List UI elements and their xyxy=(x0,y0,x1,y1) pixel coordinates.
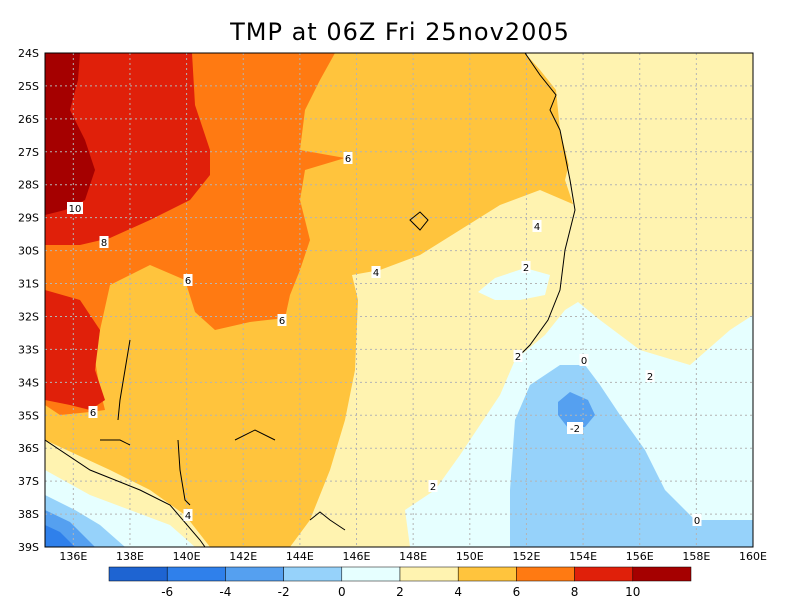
lon-label: 136E xyxy=(59,550,87,563)
contour-label: 6 xyxy=(279,316,285,327)
colorbar-label: -6 xyxy=(161,585,173,599)
contour-label-bg xyxy=(532,220,542,232)
colorbar-swatch xyxy=(632,566,692,582)
colorbar-swatch xyxy=(457,566,517,582)
contour-label: 2 xyxy=(430,482,436,493)
contour-label-bg xyxy=(567,422,583,434)
contour-label: -2 xyxy=(570,424,580,435)
contour-label: 6 xyxy=(345,154,351,165)
lat-label: 32S xyxy=(18,310,39,323)
lat-label: 24S xyxy=(18,47,39,60)
contour-label-bg xyxy=(428,480,438,492)
contour-label-bg xyxy=(183,274,193,286)
lon-label: 148E xyxy=(399,550,427,563)
map-title: TMP at 06Z Fri 25nov2005 xyxy=(230,18,570,46)
longitude-labels: 136E 138E 140E 142E 144E 146E 148E 150E 152E 154E… xyxy=(59,550,767,563)
band-0-2-blob xyxy=(478,268,550,300)
contour-label: 2 xyxy=(647,372,653,383)
band-neg4-neg2 xyxy=(558,392,595,428)
lat-label: 39S xyxy=(18,541,39,554)
lon-label: 156E xyxy=(626,550,654,563)
contour-label: 6 xyxy=(90,408,96,419)
contour-label: 8 xyxy=(101,238,107,249)
lon-label: 160E xyxy=(739,550,767,563)
colorbar: -6 -4 -2 0 2 4 6 8 10 xyxy=(108,566,692,599)
lat-label: 36S xyxy=(18,442,39,455)
band-8-10-sw xyxy=(45,290,105,410)
lon-label: 158E xyxy=(682,550,710,563)
colorbar-label: 6 xyxy=(513,585,521,599)
contour-label: 4 xyxy=(373,268,379,279)
lon-label: 152E xyxy=(512,550,540,563)
filled-contours xyxy=(45,53,753,547)
plot-frame xyxy=(44,52,754,548)
lat-label: 35S xyxy=(18,409,39,422)
contour-labels: 10 8 6 6 6 6 4 4 4 2 2 2 2 0 0 -2 xyxy=(67,152,702,527)
contour-label-bg xyxy=(513,350,523,362)
lat-label: 34S xyxy=(18,376,39,389)
contour-label-bg xyxy=(67,202,83,214)
lat-label: 29S xyxy=(18,212,39,225)
contour-label-bg xyxy=(521,261,531,273)
lat-label: 28S xyxy=(18,179,39,192)
lat-label: 38S xyxy=(18,508,39,521)
colorbar-label: -4 xyxy=(219,585,231,599)
contour-label: 10 xyxy=(69,204,82,215)
colorbar-swatch xyxy=(516,566,575,582)
band-8-10 xyxy=(45,53,210,245)
contour-label: 2 xyxy=(515,352,521,363)
colorbar-swatch xyxy=(108,566,168,582)
lat-label: 27S xyxy=(18,146,39,159)
colorbar-swatch xyxy=(283,566,343,582)
contour-label: 0 xyxy=(581,356,587,367)
band-gt-10 xyxy=(45,53,95,215)
lat-label: 25S xyxy=(18,80,39,93)
contour-label-bg xyxy=(183,509,193,521)
contour-label-bg xyxy=(277,314,287,326)
lat-label: 37S xyxy=(18,475,39,488)
colorbar-swatch xyxy=(225,566,284,582)
lat-label: 31S xyxy=(18,278,39,291)
colorbar-label: 10 xyxy=(625,585,640,599)
lat-label: 26S xyxy=(18,113,39,126)
grid-lines xyxy=(45,53,753,547)
lon-label: 150E xyxy=(456,550,484,563)
contour-label: 4 xyxy=(185,511,191,522)
colorbar-label: 8 xyxy=(571,585,579,599)
colorbar-label: 4 xyxy=(454,585,462,599)
band-neg6-neg4-sw xyxy=(45,525,75,547)
lat-label: 33S xyxy=(18,343,39,356)
lon-label: 144E xyxy=(286,550,314,563)
contour-label: 6 xyxy=(185,276,191,287)
lat-label: 30S xyxy=(18,245,39,258)
contour-label: 0 xyxy=(694,516,700,527)
colorbar-label: 0 xyxy=(338,585,346,599)
contour-label-bg xyxy=(579,354,589,366)
colorbar-label: -2 xyxy=(278,585,290,599)
colorbar-swatch xyxy=(574,566,634,582)
lon-label: 138E xyxy=(116,550,144,563)
contour-label-bg xyxy=(88,406,98,418)
contour-label: 2 xyxy=(523,263,529,274)
colorbar-swatch xyxy=(399,566,459,582)
colorbar-swatch xyxy=(166,566,226,582)
contour-label-bg xyxy=(99,236,109,248)
contour-label: 4 xyxy=(534,222,540,233)
latitude-labels: 24S 25S 26S 27S 28S 29S 30S 31S 32S 33S 34S 35S 36S 3… xyxy=(18,47,39,554)
colorbar-label: 2 xyxy=(396,585,404,599)
contour-label-bg xyxy=(343,152,353,164)
coastline xyxy=(45,53,576,547)
colorbar-swatch xyxy=(341,566,401,582)
lon-label: 142E xyxy=(229,550,257,563)
contour-label-bg xyxy=(692,514,702,526)
lon-label: 140E xyxy=(173,550,201,563)
contour-label-bg xyxy=(645,370,655,382)
lon-label: 154E xyxy=(569,550,597,563)
contour-label-bg xyxy=(371,266,381,278)
lon-label: 146E xyxy=(343,550,371,563)
